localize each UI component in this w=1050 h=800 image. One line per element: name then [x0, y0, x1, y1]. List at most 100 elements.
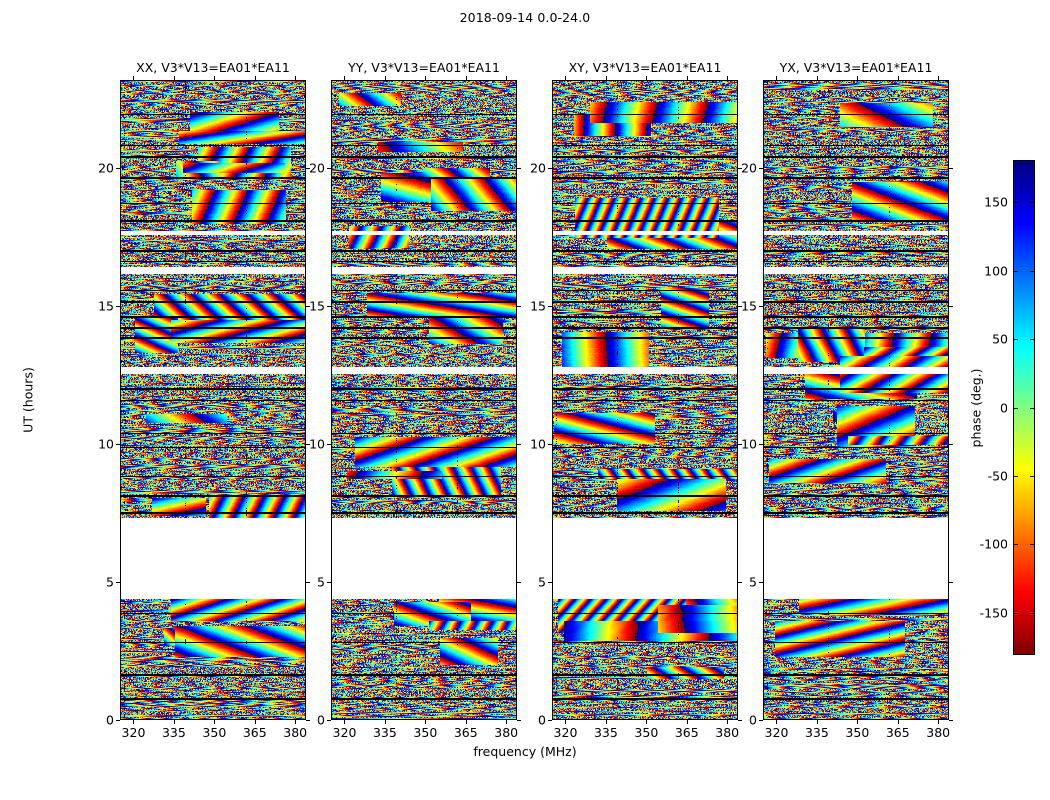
colorbar-tick-mark [1030, 270, 1034, 272]
x-tick-mark [727, 720, 729, 724]
y-tick-mark [116, 720, 120, 721]
colorbar-tick-mark [1014, 544, 1018, 546]
y-tick-label: 0 [538, 712, 546, 728]
y-tick-mark [306, 444, 310, 446]
x-tick-mark [254, 76, 256, 80]
y-tick-mark [306, 720, 310, 721]
x-tick-mark [727, 76, 729, 80]
x-tick-label: 365 [453, 725, 478, 740]
panel-title: YX, V3*V13=EA01*EA11 [779, 60, 933, 75]
y-tick-mark [116, 444, 120, 446]
phase-heatmap [121, 81, 305, 719]
y-tick-mark [327, 168, 331, 170]
y-tick-label: 20 [530, 160, 546, 176]
y-tick-mark [949, 168, 953, 170]
x-tick-label: 380 [283, 725, 308, 740]
y-tick-label: 5 [749, 574, 757, 590]
x-tick-mark [816, 720, 818, 724]
colorbar-tick-label: -50 [987, 468, 1008, 484]
figure-title: 2018-09-14 0.0-24.0 [459, 10, 591, 25]
x-tick-label: 335 [372, 725, 397, 740]
x-tick-mark [465, 76, 467, 80]
y-tick-mark [949, 582, 953, 584]
y-tick-mark [517, 582, 521, 584]
panel-title: YY, V3*V13=EA01*EA11 [348, 60, 500, 75]
y-tick-mark [548, 444, 552, 446]
y-tick-mark [759, 306, 763, 308]
y-tick-label: 10 [530, 436, 546, 452]
colorbar-tick-mark [1030, 202, 1034, 204]
y-tick-label: 20 [309, 160, 325, 176]
panel-yy: YY, V3*V13=EA01*EA11 320 335 350 365 380 0 5 10 1… [309, 60, 521, 740]
y-tick-mark [116, 168, 120, 170]
x-tick-mark [605, 76, 607, 80]
x-tick-label: 320 [764, 725, 789, 740]
x-tick-mark [295, 720, 297, 724]
plot-area[interactable] [552, 80, 738, 720]
x-tick-mark [857, 720, 859, 724]
colorbar-tick-label: 0 [1000, 400, 1008, 415]
x-tick-mark [938, 76, 940, 80]
colorbar-tick-label: -100 [979, 536, 1008, 552]
y-tick-label: 0 [749, 712, 757, 728]
y-tick-mark [327, 582, 331, 584]
colorbar-tick-mark [1014, 270, 1018, 272]
x-tick-mark [465, 720, 467, 724]
y-tick-mark [306, 306, 310, 308]
y-tick-label: 0 [317, 712, 325, 728]
x-tick-mark [646, 720, 648, 724]
x-tick-mark [686, 76, 688, 80]
y-tick-label: 5 [106, 574, 114, 590]
plot-area[interactable] [120, 80, 306, 720]
y-tick-mark [738, 168, 742, 170]
colorbar-tick-mark [1030, 475, 1034, 477]
y-axis-label: UT (hours) [20, 367, 36, 433]
colorbar-tick-mark [1014, 475, 1018, 477]
plot-area[interactable] [763, 80, 949, 720]
y-tick-mark [116, 582, 120, 584]
y-tick-mark [759, 444, 763, 446]
x-tick-mark [605, 720, 607, 724]
y-tick-mark [306, 582, 310, 584]
phase-heatmap [764, 81, 948, 719]
phase-heatmap [332, 81, 516, 719]
x-tick-mark [897, 720, 899, 724]
x-tick-label: 380 [494, 725, 519, 740]
y-tick-mark [548, 720, 552, 721]
colorbar-tick-mark [1030, 544, 1034, 546]
y-tick-mark [548, 168, 552, 170]
colorbar: -150 -100 -50 0 50 100 150 [980, 160, 1035, 655]
x-tick-label: 365 [885, 725, 910, 740]
colorbar-tick-label: -150 [979, 605, 1008, 621]
x-tick-mark [565, 720, 567, 724]
x-tick-mark [938, 720, 940, 724]
x-tick-mark [344, 76, 346, 80]
plot-area[interactable] [331, 80, 517, 720]
colorbar-tick-mark [1030, 407, 1034, 409]
y-tick-label: 10 [309, 436, 325, 452]
x-tick-mark [425, 720, 427, 724]
x-tick-mark [425, 76, 427, 80]
y-tick-label: 10 [98, 436, 114, 452]
x-tick-label: 365 [242, 725, 267, 740]
y-tick-mark [517, 720, 521, 721]
colorbar-tick-mark [1014, 202, 1018, 204]
colorbar-tick-label: 50 [992, 331, 1008, 347]
x-tick-mark [776, 720, 778, 724]
y-tick-mark [738, 444, 742, 446]
y-tick-label: 5 [317, 574, 325, 590]
y-tick-mark [517, 444, 521, 446]
y-tick-mark [949, 306, 953, 308]
x-tick-mark [384, 76, 386, 80]
x-tick-label: 350 [845, 725, 870, 740]
y-tick-mark [949, 720, 953, 721]
y-tick-mark [738, 582, 742, 584]
y-tick-label: 15 [98, 298, 114, 314]
y-tick-mark [327, 306, 331, 308]
x-axis-label: frequency (MHz) [473, 744, 577, 759]
y-tick-label: 15 [530, 298, 546, 314]
x-tick-mark [646, 76, 648, 80]
y-tick-mark [548, 306, 552, 308]
panel-yx: YX, V3*V13=EA01*EA11 320 335 350 365 380 0 5 10 1… [741, 60, 953, 740]
y-tick-mark [517, 306, 521, 308]
